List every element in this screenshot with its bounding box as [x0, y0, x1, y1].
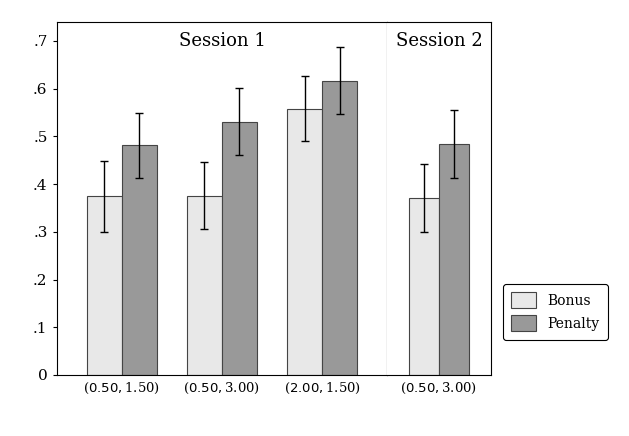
Legend: Bonus, Penalty: Bonus, Penalty [503, 284, 608, 340]
Bar [439, 144, 469, 375]
Bar [187, 195, 222, 375]
Bar [222, 122, 257, 375]
Bar [87, 197, 122, 375]
Text: Session 2: Session 2 [396, 32, 482, 51]
Text: Session 1: Session 1 [179, 32, 265, 51]
Bar [287, 109, 322, 375]
Bar [322, 81, 357, 375]
Bar [409, 198, 439, 375]
Bar [122, 146, 157, 375]
